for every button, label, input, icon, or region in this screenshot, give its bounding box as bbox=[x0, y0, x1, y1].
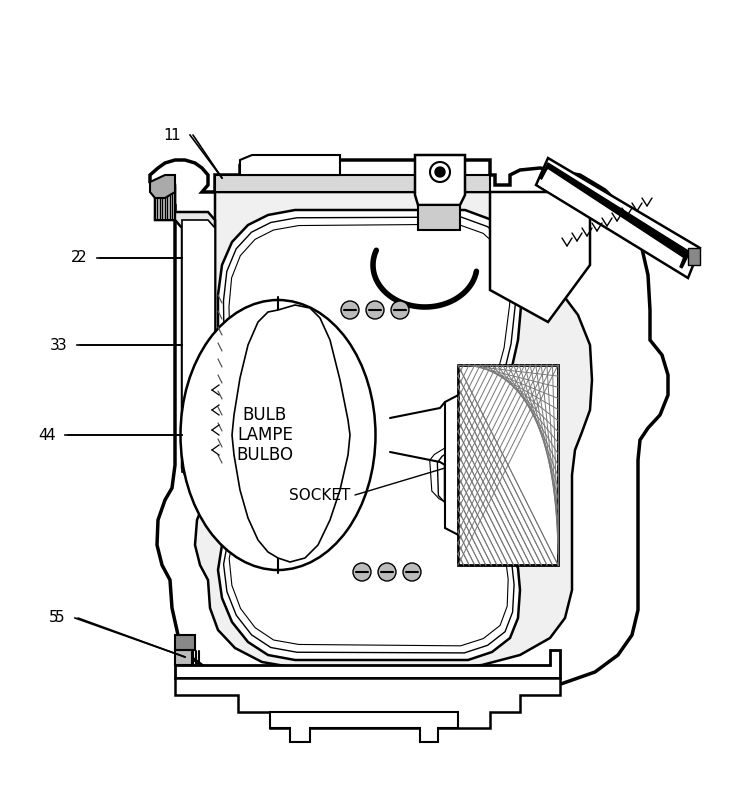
Circle shape bbox=[391, 301, 409, 319]
Circle shape bbox=[403, 563, 421, 581]
Text: LAMPE: LAMPE bbox=[237, 426, 293, 444]
Polygon shape bbox=[232, 305, 350, 562]
Polygon shape bbox=[445, 390, 468, 540]
Polygon shape bbox=[490, 192, 590, 322]
Polygon shape bbox=[155, 185, 175, 220]
Circle shape bbox=[435, 167, 445, 177]
Polygon shape bbox=[418, 205, 460, 230]
Ellipse shape bbox=[180, 300, 375, 570]
Text: 4: 4 bbox=[38, 427, 48, 442]
Polygon shape bbox=[240, 155, 340, 175]
Text: 3: 3 bbox=[50, 338, 60, 353]
Circle shape bbox=[378, 563, 396, 581]
Polygon shape bbox=[270, 712, 458, 742]
Polygon shape bbox=[218, 210, 522, 660]
Polygon shape bbox=[540, 170, 682, 268]
Polygon shape bbox=[155, 185, 215, 480]
Text: 1: 1 bbox=[163, 127, 173, 142]
Text: 5: 5 bbox=[48, 610, 58, 626]
Text: 2: 2 bbox=[77, 250, 86, 266]
Polygon shape bbox=[175, 635, 195, 650]
Text: 2: 2 bbox=[71, 250, 80, 266]
Text: BULB: BULB bbox=[243, 406, 287, 424]
Polygon shape bbox=[175, 650, 560, 678]
Circle shape bbox=[430, 162, 450, 182]
Text: SOCKET: SOCKET bbox=[289, 487, 350, 502]
Circle shape bbox=[341, 301, 359, 319]
Polygon shape bbox=[540, 163, 690, 268]
Polygon shape bbox=[182, 220, 215, 472]
Polygon shape bbox=[215, 175, 490, 192]
Text: 3: 3 bbox=[57, 338, 67, 353]
Polygon shape bbox=[150, 160, 668, 697]
Polygon shape bbox=[458, 365, 558, 565]
Polygon shape bbox=[536, 158, 700, 278]
Text: 4: 4 bbox=[45, 427, 55, 442]
Text: 1: 1 bbox=[170, 127, 180, 142]
Polygon shape bbox=[415, 155, 465, 205]
Circle shape bbox=[353, 563, 371, 581]
Polygon shape bbox=[175, 650, 192, 665]
Polygon shape bbox=[175, 678, 560, 728]
Circle shape bbox=[366, 301, 384, 319]
Text: 5: 5 bbox=[55, 610, 65, 626]
Polygon shape bbox=[195, 192, 592, 671]
Polygon shape bbox=[688, 248, 700, 265]
Text: BULBO: BULBO bbox=[236, 446, 293, 464]
Polygon shape bbox=[150, 175, 175, 198]
